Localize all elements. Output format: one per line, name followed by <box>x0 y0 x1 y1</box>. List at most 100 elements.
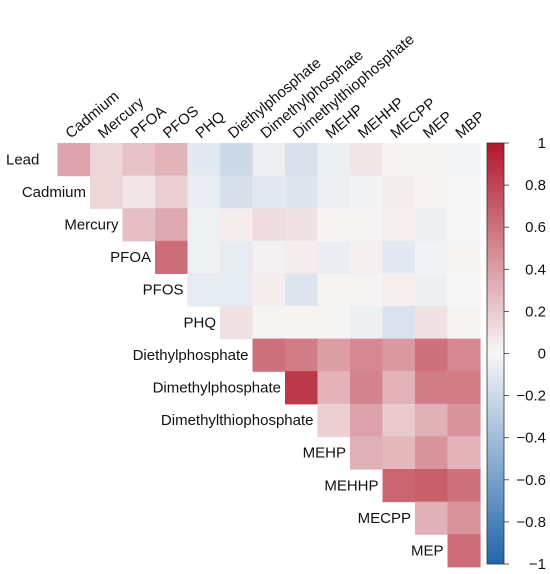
cell-pfos-mehhp <box>350 273 384 307</box>
cell-mercury-phq <box>187 208 221 242</box>
cell-diethylphosphate-mbp <box>447 338 481 372</box>
cell-mep-mbp <box>447 534 481 568</box>
cell-pfoa-mehp <box>317 240 351 274</box>
cell-phq-mbp <box>447 306 481 340</box>
cell-pfoa-mbp <box>447 240 481 274</box>
cell-pfos-diethylphosphate <box>220 273 254 307</box>
colorbar-tick-label: −0.6 <box>516 472 546 489</box>
column-labels: CadmiumMercuryPFOAPFOSPHQDiethylphosphat… <box>62 31 488 142</box>
cell-mercury-dimethylphosphate <box>252 208 286 242</box>
cell-mercury-mecpp <box>382 208 416 242</box>
cell-phq-dimethylphosphate <box>252 306 286 340</box>
cell-cadmium-dimethylphosphate <box>252 175 286 209</box>
colorbar-tick-label: 0 <box>538 346 546 363</box>
cell-pfoa-mep <box>415 240 449 274</box>
cell-phq-dimethylthiophosphate <box>285 306 319 340</box>
colorbar-tick-label: 0.2 <box>525 303 546 320</box>
cell-mehhp-mecpp <box>382 469 416 503</box>
cell-pfoa-mecpp <box>382 240 416 274</box>
cell-dimethylphosphate-mehp <box>317 371 351 405</box>
cell-pfos-mecpp <box>382 273 416 307</box>
cell-pfos-mep <box>415 273 449 307</box>
cell-diethylphosphate-mehp <box>317 338 351 372</box>
cell-mehp-mep <box>415 436 449 470</box>
cell-diethylphosphate-dimethylphosphate <box>252 338 286 372</box>
cell-mercury-pfoa <box>122 208 156 242</box>
cell-lead-mercury <box>90 143 124 177</box>
cell-lead-mbp <box>447 143 481 177</box>
row-label-pfos: PFOS <box>143 282 184 299</box>
cell-cadmium-mehp <box>317 175 351 209</box>
cell-pfoa-pfos <box>155 240 189 274</box>
cell-phq-mehhp <box>350 306 384 340</box>
row-label-lead: Lead <box>6 151 39 168</box>
cell-mercury-mep <box>415 208 449 242</box>
cell-dimethylphosphate-mep <box>415 371 449 405</box>
cell-phq-diethylphosphate <box>220 306 254 340</box>
row-label-phq: PHQ <box>183 314 216 331</box>
cell-cadmium-mercury <box>90 175 124 209</box>
cell-phq-mehp <box>317 306 351 340</box>
cell-mehp-mbp <box>447 436 481 470</box>
cell-dimethylthiophosphate-mecpp <box>382 403 416 437</box>
cell-dimethylthiophosphate-mehp <box>317 403 351 437</box>
cell-cadmium-dimethylthiophosphate <box>285 175 319 209</box>
cell-cadmium-diethylphosphate <box>220 175 254 209</box>
cell-phq-mecpp <box>382 306 416 340</box>
cell-dimethylthiophosphate-mehhp <box>350 403 384 437</box>
colorbar-tick-label: −0.8 <box>516 514 546 531</box>
colorbar-tick-label: 1 <box>538 135 546 152</box>
colorbar: 1 0.8 0.6 0.4 0.2 0 −0.2 −0.4 −0.6 −0.8 −1 <box>486 135 546 573</box>
cell-dimethylthiophosphate-mbp <box>447 403 481 437</box>
cell-dimethylphosphate-dimethylthiophosphate <box>285 371 319 405</box>
cell-mehp-mehhp <box>350 436 384 470</box>
cell-lead-pfoa <box>122 143 156 177</box>
cell-cadmium-pfoa <box>122 175 156 209</box>
cell-pfos-dimethylphosphate <box>252 273 286 307</box>
cell-pfos-mbp <box>447 273 481 307</box>
row-label-mep: MEP <box>411 543 444 560</box>
cell-mercury-diethylphosphate <box>220 208 254 242</box>
colorbar-tick-label: −0.4 <box>516 430 546 447</box>
cell-mehhp-mbp <box>447 469 481 503</box>
cell-lead-mep <box>415 143 449 177</box>
cell-cadmium-mecpp <box>382 175 416 209</box>
cell-phq-mep <box>415 306 449 340</box>
cell-lead-phq <box>187 143 221 177</box>
cell-cadmium-mehhp <box>350 175 384 209</box>
row-labels: Lead Cadmium Mercury PFOA PFOS PHQ Diethylphos… <box>6 151 444 559</box>
cell-dimethylphosphate-mehhp <box>350 371 384 405</box>
cell-cadmium-pfos <box>155 175 189 209</box>
cell-diethylphosphate-mecpp <box>382 338 416 372</box>
cell-mecpp-mep <box>415 501 449 535</box>
cell-mehp-mecpp <box>382 436 416 470</box>
cell-mercury-pfos <box>155 208 189 242</box>
cell-pfoa-diethylphosphate <box>220 240 254 274</box>
row-label-mercury: Mercury <box>64 217 119 234</box>
cell-lead-mecpp <box>382 143 416 177</box>
colorbar-tick-label: 0.6 <box>525 219 546 236</box>
row-label-diethylphosphate: Diethylphosphate <box>133 347 249 364</box>
cell-lead-cadmium <box>57 143 91 177</box>
row-label-dimethylthiophosphate: Dimethylthiophosphate <box>161 412 314 429</box>
cell-mercury-mehhp <box>350 208 384 242</box>
col-label-pfos: PFOS <box>160 103 202 142</box>
cell-dimethylthiophosphate-mep <box>415 403 449 437</box>
cell-lead-diethylphosphate <box>220 143 254 177</box>
cell-lead-mehhp <box>350 143 384 177</box>
cell-pfoa-dimethylphosphate <box>252 240 286 274</box>
row-label-mecpp: MECPP <box>358 510 411 527</box>
cell-pfos-mehp <box>317 273 351 307</box>
col-label-mbp: MBP <box>452 108 488 142</box>
cell-mehhp-mep <box>415 469 449 503</box>
row-label-mehp: MEHP <box>303 445 346 462</box>
cell-mercury-mbp <box>447 208 481 242</box>
colorbar-tick-label: −1 <box>529 556 546 573</box>
cell-diethylphosphate-dimethylthiophosphate <box>285 338 319 372</box>
heatmap-cells <box>57 143 481 568</box>
cell-lead-mehp <box>317 143 351 177</box>
cell-lead-pfos <box>155 143 189 177</box>
row-label-dimethylphosphate: Dimethylphosphate <box>153 380 281 397</box>
cell-dimethylphosphate-mbp <box>447 371 481 405</box>
